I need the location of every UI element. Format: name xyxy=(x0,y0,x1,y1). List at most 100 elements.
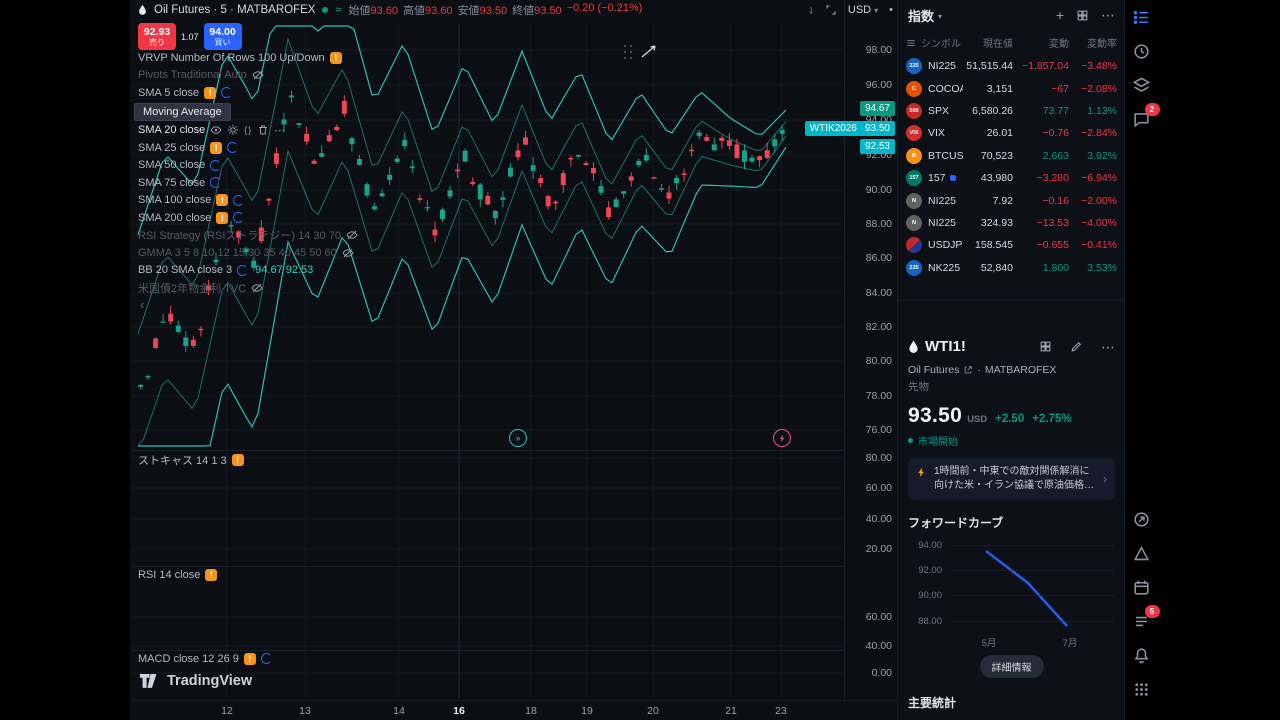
pane-separator[interactable] xyxy=(130,566,897,567)
panel-divider[interactable] xyxy=(898,300,1125,301)
alert-icon[interactable]: ! xyxy=(210,141,223,154)
legend-item[interactable]: SMA 5 close! xyxy=(134,84,236,102)
time-tick[interactable]: 18 xyxy=(525,705,537,717)
buy-button[interactable]: 94.00 買い xyxy=(203,23,242,50)
updates-icon[interactable]: 5 xyxy=(1129,605,1160,634)
eye-icon[interactable] xyxy=(210,124,222,136)
price-chart-canvas[interactable] xyxy=(130,0,897,700)
watchlist-row[interactable]: 500 SPX 6,580.26 73.77 1.13% xyxy=(898,100,1125,122)
time-tick[interactable]: 16 xyxy=(453,705,465,717)
legend-item[interactable]: SMA 200 close! xyxy=(134,209,248,227)
legend-item[interactable]: MACD close 12 26 9! xyxy=(134,650,276,668)
detail-more-icon[interactable]: ⋯ xyxy=(1101,338,1115,355)
watchlist-row[interactable]: USDJPY 158.545 −0.655 −0.41% xyxy=(898,234,1125,256)
eye-off-icon[interactable] xyxy=(346,229,358,241)
time-tick[interactable]: 13 xyxy=(299,705,311,717)
delete-icon[interactable] xyxy=(257,124,269,136)
time-tick[interactable]: 14 xyxy=(393,705,405,717)
watchlist-row[interactable]: VIX VIX 26.01 −0.76 −2.84% xyxy=(898,122,1125,144)
eye-off-icon[interactable] xyxy=(342,247,354,259)
news-card[interactable]: 1時間前・中東での敵対関係解消に向けた米・イラン協議で原油価格が8%… › xyxy=(908,458,1115,500)
legend-item[interactable]: Pivots Traditional Auto xyxy=(134,67,268,85)
legend-item[interactable]: RSI Strategy (RSIストラテジー) 14 30 70 xyxy=(134,227,362,245)
sell-button[interactable]: 92.93 売り xyxy=(138,23,176,50)
clock-icon[interactable] xyxy=(1129,38,1155,64)
change-pct-column-header[interactable]: 変動率 xyxy=(1087,39,1117,50)
more-options-icon[interactable]: ⋯ xyxy=(274,124,286,137)
instrument-name[interactable]: Oil Futures xyxy=(908,364,960,376)
alert-icon[interactable]: ! xyxy=(205,568,218,581)
legend-item[interactable]: RSI 14 close! xyxy=(134,566,221,584)
session-wave-icon[interactable]: ≈ xyxy=(335,4,342,16)
tradingview-logo[interactable]: TradingView xyxy=(138,673,252,689)
edit-pencil-icon[interactable] xyxy=(1070,340,1083,353)
details-button[interactable]: 詳細情報 xyxy=(979,655,1044,678)
flash-marker-icon[interactable] xyxy=(773,429,791,447)
alerts-bell-icon[interactable] xyxy=(1129,642,1155,668)
time-axis[interactable]: 12 13 14 16 18 19 20 21 23 xyxy=(130,700,897,720)
legend-item[interactable]: BB 20 SMA close 3 94.67 92.53 xyxy=(134,262,317,280)
detail-symbol[interactable]: WTI1! xyxy=(925,338,966,355)
time-tick[interactable]: 21 xyxy=(725,705,737,717)
settings-icon[interactable] xyxy=(227,124,239,136)
legend-item[interactable]: SMA 25 close! xyxy=(134,139,242,157)
live-streams-icon[interactable] xyxy=(1129,506,1155,532)
fullscreen-icon[interactable] xyxy=(825,4,837,16)
forward-curve-chart[interactable]: 94.00 92.00 90.00 88.00 5月 7月 xyxy=(908,537,1115,649)
legend-item[interactable]: Moving Average xyxy=(134,102,231,121)
alert-icon[interactable]: ! xyxy=(216,194,229,207)
watchlist-more-icon[interactable]: ⋯ xyxy=(1101,7,1115,23)
watchlist-row[interactable]: N NI225 7.92 −0.16 −2.00% xyxy=(898,189,1125,211)
legend-item[interactable]: GMMA 3 5 8 10 12 15 30 35 40 45 50 60 xyxy=(134,244,358,262)
alert-icon[interactable]: ! xyxy=(216,211,229,224)
eye-off-icon[interactable] xyxy=(251,282,263,294)
time-tick[interactable]: 12 xyxy=(221,705,233,717)
legend-item[interactable]: SMA 50 close xyxy=(134,157,225,175)
grid-view-icon[interactable] xyxy=(1076,9,1089,22)
chat-icon[interactable]: 2 xyxy=(1129,103,1160,132)
pane-separator[interactable] xyxy=(130,650,897,651)
legend-item[interactable]: SMA 20 close {} ⋯ xyxy=(134,122,289,140)
apps-grid-icon[interactable] xyxy=(1129,676,1155,702)
alert-icon[interactable]: ! xyxy=(329,51,342,64)
time-tick[interactable]: 20 xyxy=(647,705,659,717)
watchlist-row[interactable]: B BTCUSD 70,523 2,663 3.92% xyxy=(898,145,1125,167)
detail-grid-icon[interactable] xyxy=(1039,340,1052,353)
chevron-down-icon[interactable]: ▾ xyxy=(938,11,943,21)
legend-item[interactable]: VRVP Number Of Rows 100 Up/Down! xyxy=(134,49,346,67)
symbol-column-header[interactable]: シンボル xyxy=(906,35,963,50)
time-tick[interactable]: 19 xyxy=(581,705,593,717)
watchlist-title[interactable]: 指数 xyxy=(908,8,935,24)
price-axis[interactable]: 98.00 96.00 94.00 92.00 90.00 88.00 86.00 84.00… xyxy=(844,0,897,700)
ideas-icon[interactable] xyxy=(1129,540,1155,566)
alert-icon[interactable]: ! xyxy=(231,453,244,466)
symbol-title[interactable]: Oil Futures · 5 · MATBAROFEX xyxy=(154,4,316,16)
layers-icon[interactable] xyxy=(1129,72,1155,98)
alert-icon[interactable]: ! xyxy=(204,86,217,99)
legend-item[interactable]: SMA 100 close! xyxy=(134,192,248,210)
download-icon[interactable]: ↓ xyxy=(808,4,814,16)
currency-select[interactable]: USD ▾ xyxy=(848,4,878,16)
external-link-icon[interactable] xyxy=(963,365,973,375)
more-dot-icon[interactable]: • xyxy=(889,4,893,16)
watchlist-row[interactable]: 157 157 43,980 −3,280 −6.94% xyxy=(898,167,1125,189)
change-column-header[interactable]: 変動 xyxy=(1049,39,1069,50)
time-tick[interactable]: 23 xyxy=(775,705,787,717)
watchlist-row[interactable]: N NI225 324.93 −13.53 −4.00% xyxy=(898,212,1125,234)
chart-panel[interactable]: Oil Futures · 5 · MATBAROFEX ≈ 始値93.60 高… xyxy=(130,0,897,720)
pane-separator[interactable] xyxy=(130,450,897,451)
watchlist-row[interactable]: 225 NI225 51,515.44 −1,857.04 −3.48% xyxy=(898,55,1125,77)
alert-icon[interactable]: ! xyxy=(243,652,256,665)
calendar-icon[interactable] xyxy=(1129,574,1155,600)
last-column-header[interactable]: 現在値 xyxy=(983,39,1013,50)
watchlist-icon[interactable] xyxy=(1129,4,1155,30)
legend-item[interactable]: 米国債2年物金利 TVC xyxy=(134,279,267,297)
eye-off-icon[interactable] xyxy=(252,69,264,81)
source-code-icon[interactable]: {} xyxy=(244,125,253,136)
legend-item[interactable]: SMA 75 close xyxy=(134,174,225,192)
watchlist-row[interactable]: C COCOA 3,151 −67 −2.08% xyxy=(898,77,1125,99)
legend-collapse-icon[interactable]: ‹ xyxy=(140,297,145,312)
legend-item[interactable]: ストキャス 14 1 3! xyxy=(134,451,248,469)
scroll-right-marker-icon[interactable]: » xyxy=(509,429,527,447)
